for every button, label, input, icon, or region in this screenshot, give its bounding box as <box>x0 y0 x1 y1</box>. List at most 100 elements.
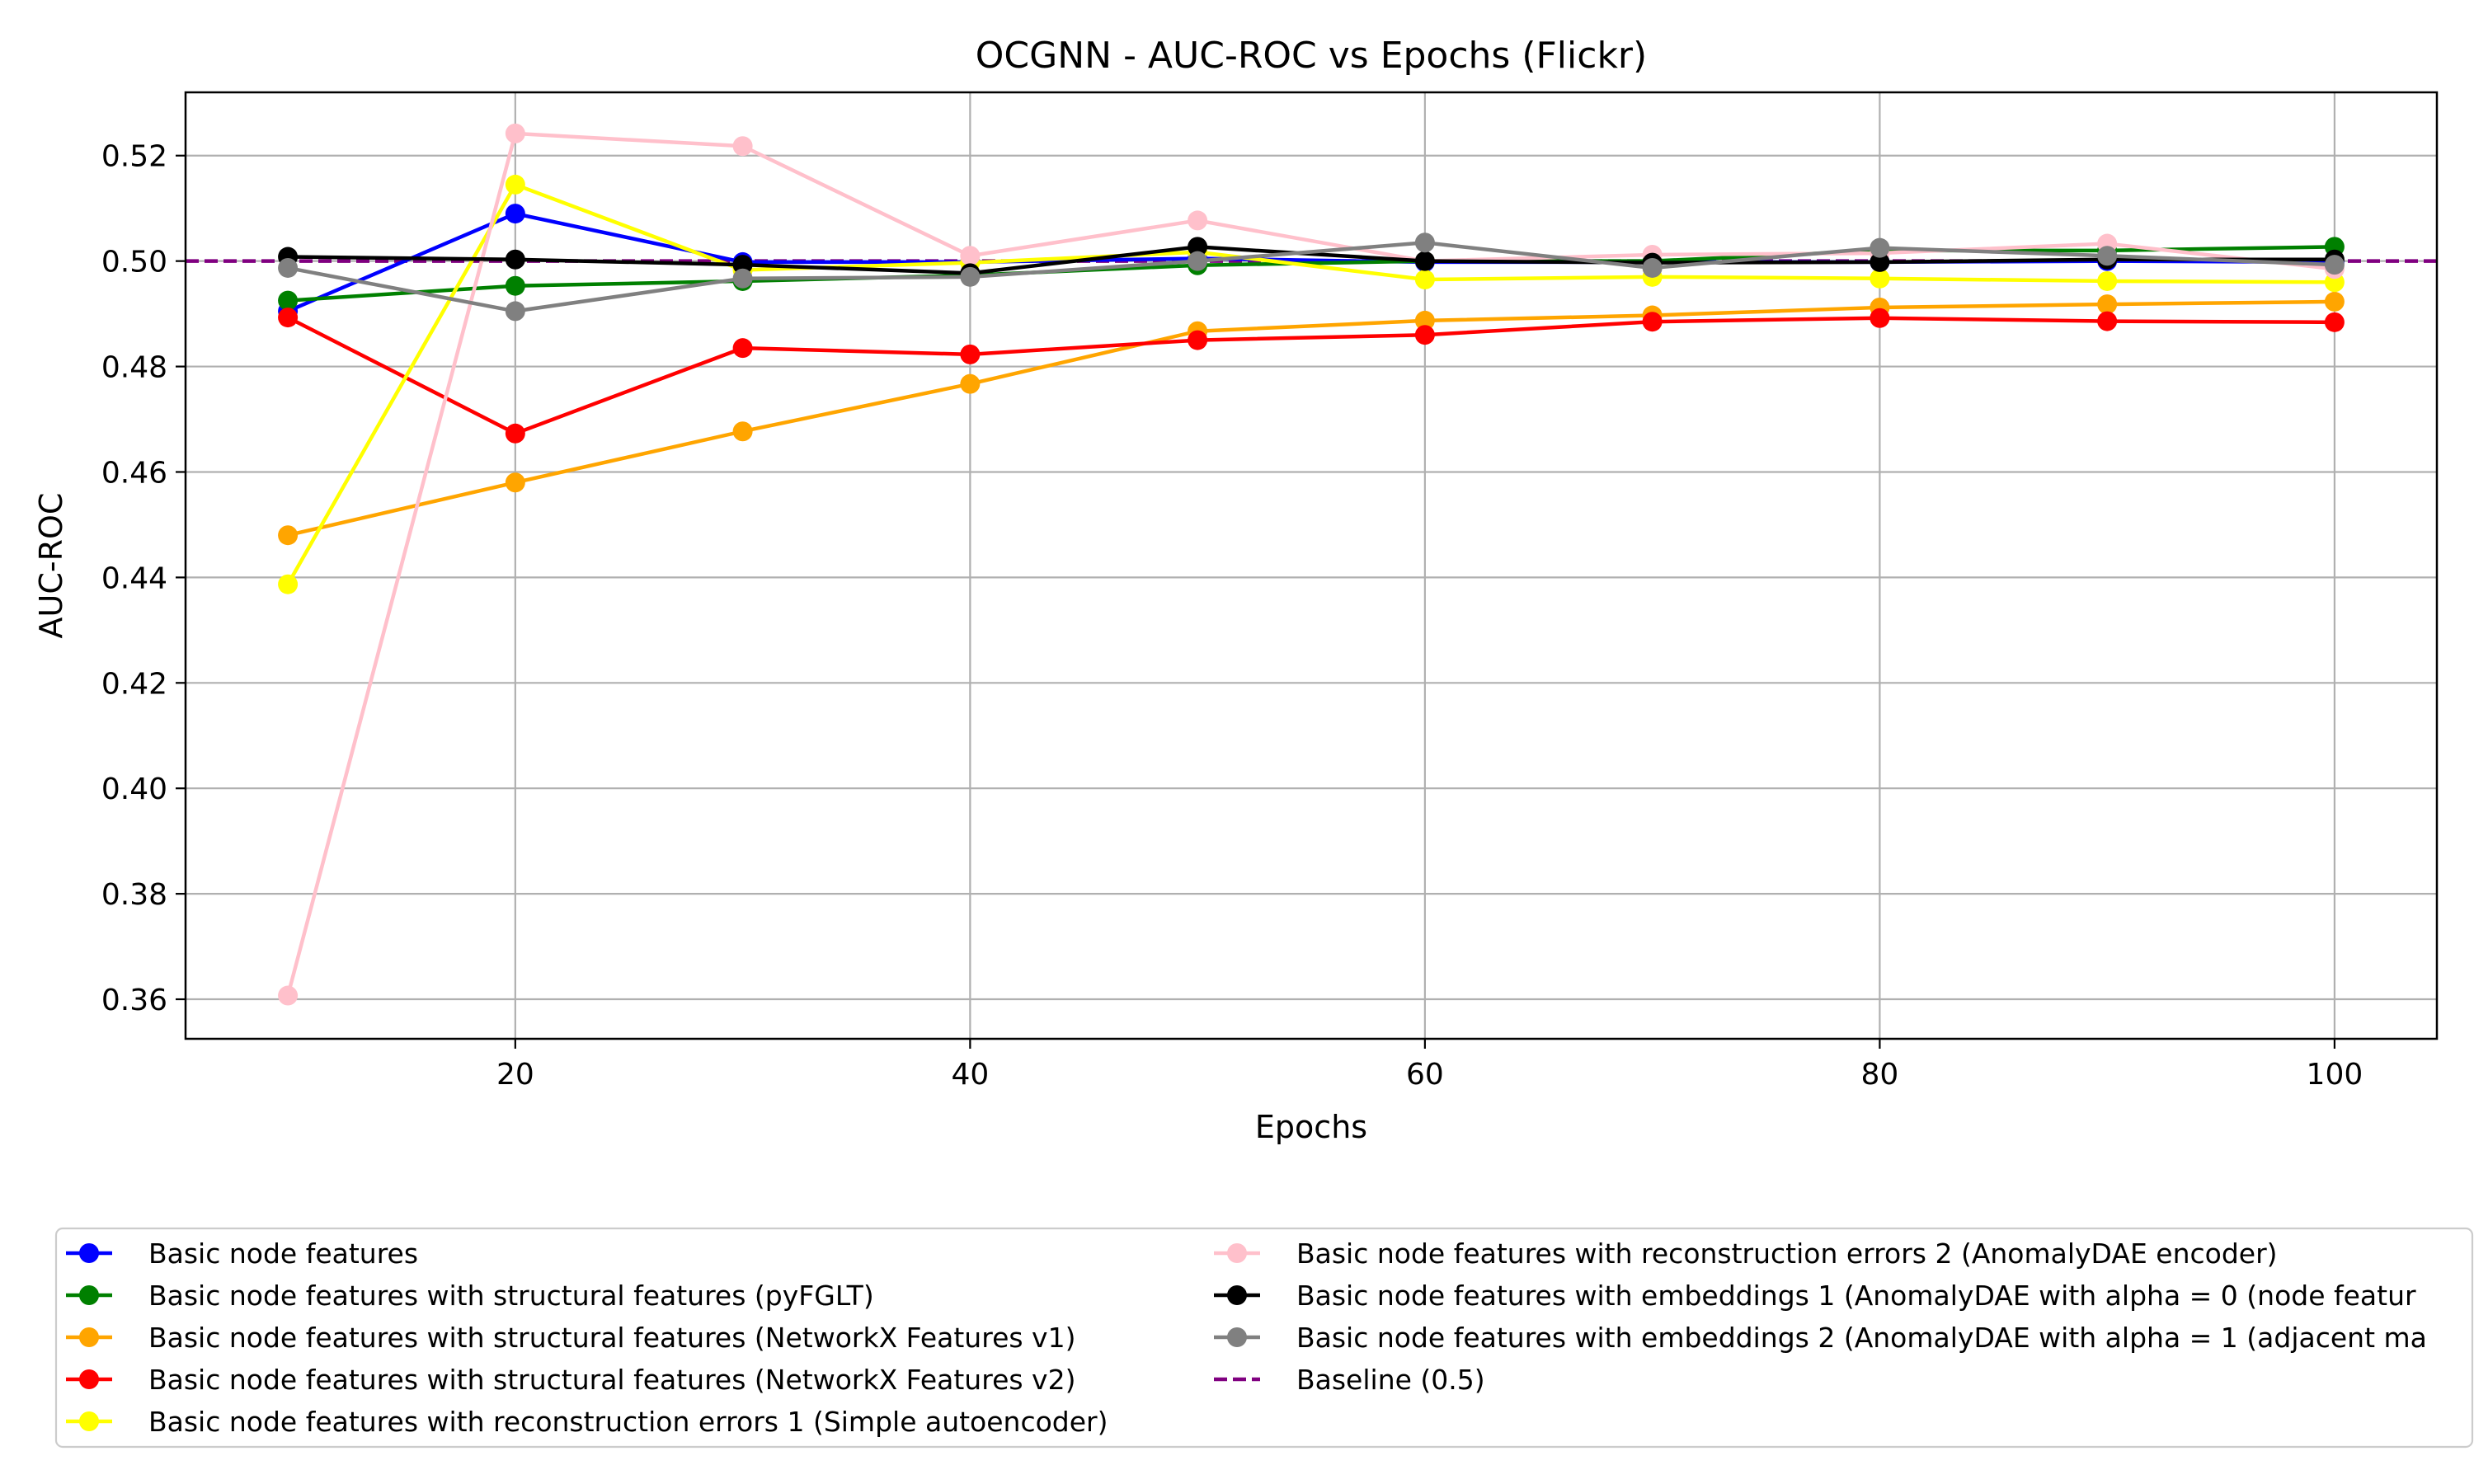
data-point <box>1414 270 1435 290</box>
legend-label: Basic node features with embeddings 1 (A… <box>1296 1280 2416 1312</box>
series-4 <box>278 308 2345 444</box>
legend: Basic node features Basic node features w… <box>54 1227 2474 1449</box>
legend-entry: Basic node features <box>66 1237 418 1270</box>
data-point <box>960 373 981 394</box>
legend-label: Basic node features with embeddings 2 (A… <box>1296 1322 2427 1354</box>
legend-label: Baseline (0.5) <box>1296 1364 1485 1396</box>
legend-entry: Basic node features with structural feat… <box>66 1280 874 1312</box>
y-tick-label: 0.52 <box>101 140 167 174</box>
y-tick-label: 0.46 <box>101 456 167 490</box>
data-point <box>2097 311 2118 331</box>
series-line <box>287 316 2335 436</box>
x-tick-label: 100 <box>2307 1058 2363 1092</box>
data-point <box>732 421 753 442</box>
legend-label: Basic node features with structural feat… <box>148 1364 1075 1396</box>
data-point <box>960 246 981 266</box>
x-tick-label: 60 <box>1406 1058 1444 1092</box>
legend-frame <box>54 1227 2474 1449</box>
axis-ticks: 20 40 60 80 100 0.36 0.38 0.40 0.42 0.44 0.46 0.48 0… <box>101 140 2363 1092</box>
data-point <box>1414 251 1435 271</box>
data-point <box>2324 255 2345 275</box>
x-tick-label: 80 <box>1860 1058 1898 1092</box>
data-point <box>505 275 525 296</box>
legend-entry: Baseline (0.5) <box>1214 1364 1485 1396</box>
data-point <box>278 525 299 546</box>
data-point <box>960 266 981 287</box>
data-point <box>2097 246 2118 266</box>
data-point <box>732 136 753 157</box>
data-point <box>278 308 299 328</box>
legend-swatch-marker <box>1227 1327 1247 1347</box>
legend-entry: Basic node features with embeddings 1 (A… <box>1214 1280 2416 1312</box>
series-line <box>288 245 2335 275</box>
data-point <box>505 204 525 224</box>
data-point <box>505 423 525 444</box>
data-point <box>1414 310 1435 331</box>
legend-swatch-marker <box>79 1243 99 1263</box>
x-axis-label: Epochs <box>1255 1109 1367 1145</box>
data-point <box>278 290 299 311</box>
data-point <box>1642 257 1663 278</box>
y-axis-label: AUC-ROC <box>33 493 69 639</box>
data-point <box>1414 232 1435 253</box>
legend-label: Basic node features with reconstruction … <box>1296 1237 2278 1270</box>
data-point <box>732 268 753 289</box>
data-point <box>1870 251 1890 272</box>
x-tick-label: 40 <box>951 1058 989 1092</box>
legend-entry: Basic node features with structural feat… <box>66 1322 1075 1354</box>
legend-swatch-marker <box>1227 1285 1247 1305</box>
legend-swatch-marker <box>79 1411 99 1431</box>
series-line <box>287 241 2335 313</box>
legend-label: Basic node features <box>148 1237 418 1270</box>
plot-frame <box>184 91 2439 1040</box>
legend-label: Basic node features with structural feat… <box>148 1322 1075 1354</box>
legend-label: Basic node features with structural feat… <box>148 1280 874 1312</box>
data-point <box>1870 268 1890 289</box>
data-point <box>278 574 299 594</box>
data-point <box>1414 325 1435 345</box>
data-point <box>1188 251 1208 271</box>
data-point <box>505 472 525 493</box>
chart-title: OCGNN - AUC-ROC vs Epochs (Flickr) <box>976 35 1647 77</box>
data-point <box>505 249 525 270</box>
legend-entry: Basic node features with reconstruction … <box>1214 1237 2278 1270</box>
legend-entry: Basic node features with embeddings 2 (A… <box>1214 1322 2427 1354</box>
data-point <box>278 257 299 278</box>
data-point <box>2324 312 2345 332</box>
y-tick-label: 0.36 <box>101 984 167 1017</box>
series-line <box>287 299 2335 538</box>
y-tick-label: 0.42 <box>101 667 167 701</box>
y-tick-label: 0.44 <box>101 561 167 595</box>
data-point <box>732 338 753 359</box>
legend-entry: Basic node features with reconstruction … <box>66 1406 1108 1438</box>
data-point <box>1642 312 1663 332</box>
data-point <box>278 985 299 1006</box>
x-tick-label: 20 <box>496 1058 534 1092</box>
series-line <box>286 182 2335 585</box>
data-point <box>732 255 753 275</box>
data-point <box>960 344 981 364</box>
legend-swatch-marker <box>79 1369 99 1389</box>
series-8 <box>278 232 2345 322</box>
legend-swatch-marker <box>1227 1243 1247 1263</box>
data-point <box>505 123 525 143</box>
data-point <box>505 301 525 322</box>
series-3 <box>278 291 2345 546</box>
data-point <box>2324 291 2345 312</box>
legend-swatch-marker <box>79 1285 99 1305</box>
legend-swatch-marker <box>79 1327 99 1347</box>
data-point <box>1188 210 1208 231</box>
series-layer <box>278 123 2345 1006</box>
series-line <box>285 131 2335 997</box>
data-point <box>1870 237 1890 258</box>
y-tick-label: 0.38 <box>101 878 167 912</box>
data-point <box>1870 308 1890 328</box>
y-tick-label: 0.50 <box>101 246 167 279</box>
data-point <box>1188 330 1208 350</box>
y-tick-label: 0.40 <box>101 773 167 806</box>
data-point <box>1188 237 1208 257</box>
y-tick-label: 0.48 <box>101 351 167 385</box>
data-point <box>505 174 525 195</box>
data-point <box>2097 270 2118 291</box>
